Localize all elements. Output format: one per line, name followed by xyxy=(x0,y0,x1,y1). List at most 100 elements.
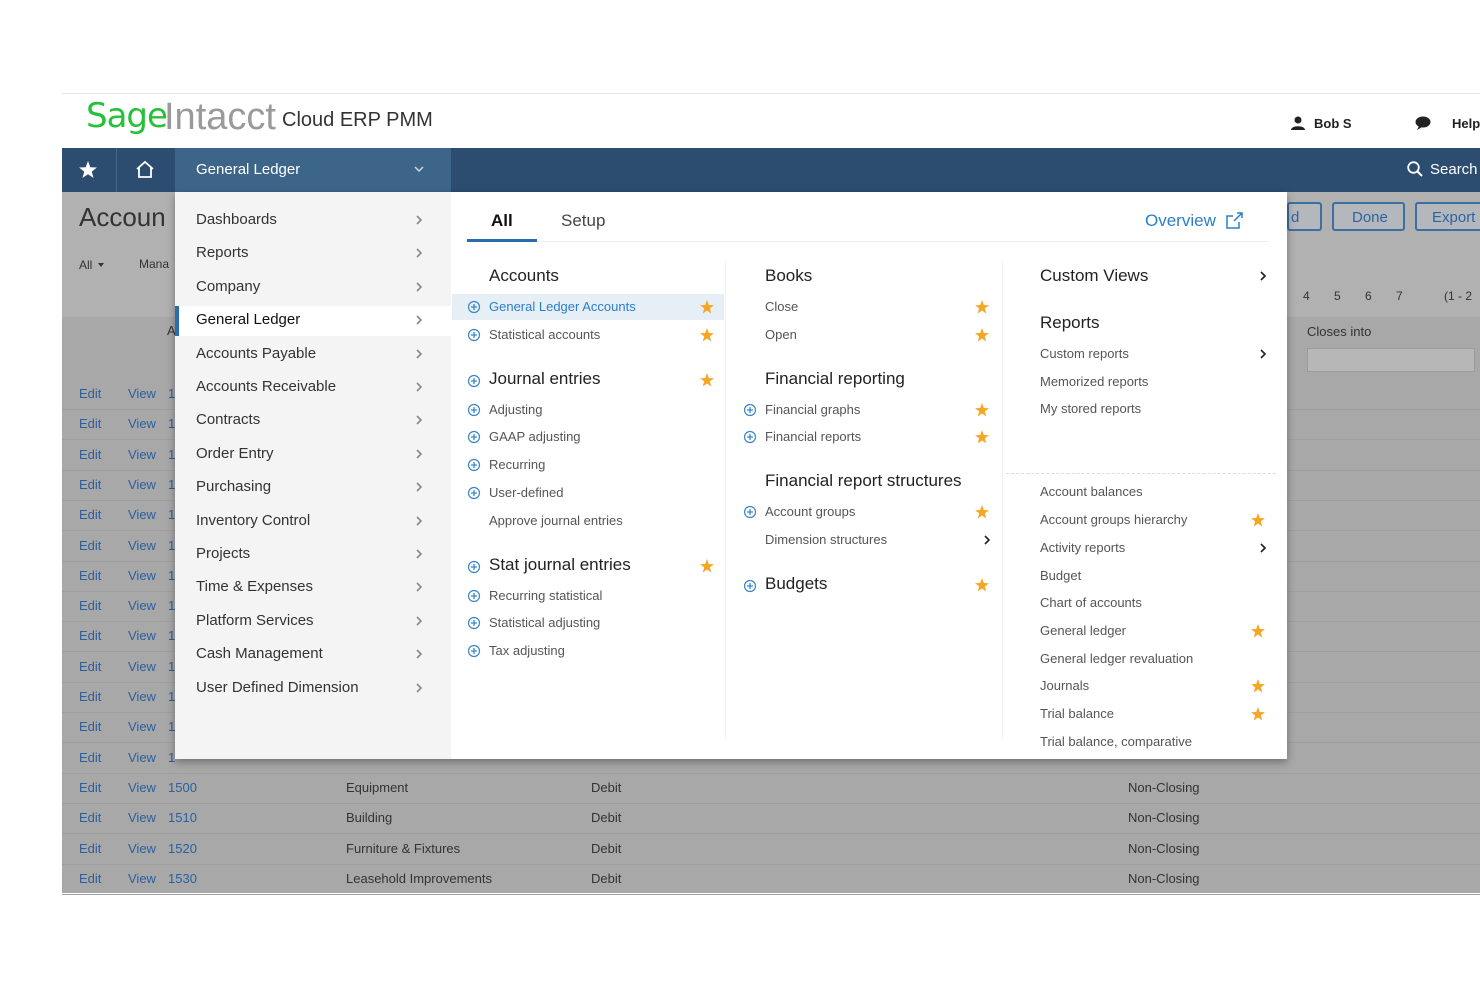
module-selector[interactable] xyxy=(175,148,451,192)
menu-link[interactable]: Account balances xyxy=(1040,484,1143,500)
edit-link[interactable]: Edit xyxy=(79,658,102,674)
account-number[interactable]: 1 xyxy=(168,719,176,735)
menu-item[interactable]: Cash Management xyxy=(196,645,323,663)
view-link[interactable]: View xyxy=(128,840,156,856)
menu-link[interactable]: Open xyxy=(765,326,797,342)
menu-link[interactable]: Activity reports xyxy=(1040,539,1126,555)
help-link[interactable]: Help xyxy=(1452,116,1480,131)
menu-link[interactable]: My stored reports xyxy=(1040,401,1142,417)
view-link[interactable]: View xyxy=(128,598,156,614)
menu-link[interactable]: Trial balance, comparative xyxy=(1040,733,1192,749)
view-link[interactable]: View xyxy=(128,446,156,462)
account-number[interactable]: 1 xyxy=(168,628,176,644)
edit-link[interactable]: Edit xyxy=(79,628,102,644)
view-link[interactable]: View xyxy=(128,810,156,826)
menu-link[interactable]: Approve journal entries xyxy=(489,512,623,528)
action-button[interactable] xyxy=(1415,202,1480,231)
edit-link[interactable]: Edit xyxy=(79,779,102,795)
edit-link[interactable]: Edit xyxy=(79,386,102,401)
menu-link[interactable]: User-defined xyxy=(489,484,564,500)
menu-item[interactable]: Inventory Control xyxy=(196,511,311,529)
section-heading[interactable]: Reports xyxy=(1040,313,1100,332)
edit-link[interactable]: Edit xyxy=(79,689,102,704)
view-link[interactable]: View xyxy=(128,719,156,735)
section-heading[interactable]: Financial report structures xyxy=(765,471,962,491)
page-number[interactable]: 4 xyxy=(1303,289,1310,303)
view-link[interactable]: View xyxy=(128,749,156,765)
account-number[interactable]: 1520 xyxy=(168,840,197,856)
menu-link[interactable]: Budget xyxy=(1040,567,1082,583)
edit-link[interactable]: Edit xyxy=(79,416,102,432)
action-button-label[interactable]: Done xyxy=(1352,209,1388,226)
menu-item[interactable]: Contracts xyxy=(196,411,261,429)
menu-link[interactable]: General ledger xyxy=(1040,622,1126,638)
page-number[interactable]: 6 xyxy=(1365,289,1372,303)
menu-item[interactable]: Reports xyxy=(196,244,249,262)
action-button[interactable] xyxy=(1287,202,1322,231)
menu-link[interactable]: Account groups xyxy=(765,504,856,520)
view-link[interactable]: View xyxy=(128,689,156,704)
menu-item[interactable]: Projects xyxy=(196,545,251,562)
account-number[interactable]: 1 xyxy=(168,598,176,614)
view-link[interactable]: View xyxy=(128,779,156,795)
menu-link[interactable]: Recurring statistical xyxy=(489,587,603,603)
menu-item[interactable]: Purchasing xyxy=(196,478,272,496)
menu-link[interactable]: Custom reports xyxy=(1040,346,1129,361)
view-link[interactable]: View xyxy=(128,628,156,644)
action-button[interactable] xyxy=(1332,202,1405,231)
action-button-label[interactable]: d xyxy=(1291,209,1300,226)
menu-item[interactable]: Time & Expenses xyxy=(196,578,313,596)
view-link[interactable]: View xyxy=(128,476,156,492)
section-heading[interactable]: Custom Views xyxy=(1040,266,1149,285)
menu-item[interactable]: Accounts Receivable xyxy=(196,378,337,395)
account-number[interactable]: 1510 xyxy=(168,810,197,826)
menu-link[interactable]: Adjusting xyxy=(489,401,543,417)
menu-link[interactable]: Memorized reports xyxy=(1040,373,1149,389)
account-number[interactable]: 1 xyxy=(168,689,176,704)
menu-link[interactable]: Dimension structures xyxy=(765,532,888,548)
account-number[interactable]: 1 xyxy=(168,567,176,583)
menu-link[interactable]: Chart of accounts xyxy=(1040,595,1142,611)
menu-item[interactable]: Company xyxy=(196,277,261,295)
account-number[interactable]: 1530 xyxy=(168,870,197,886)
section-heading[interactable]: Journal entries xyxy=(489,368,601,388)
edit-link[interactable]: Edit xyxy=(79,446,102,462)
overview-link[interactable]: Overview xyxy=(1145,211,1216,230)
menu-link[interactable]: Statistical adjusting xyxy=(489,615,601,631)
edit-link[interactable]: Edit xyxy=(79,870,102,886)
account-number[interactable]: 1 xyxy=(168,749,176,765)
account-number[interactable]: 1 xyxy=(168,416,176,432)
menu-link[interactable]: Financial graphs xyxy=(765,401,861,417)
account-number[interactable]: 1500 xyxy=(168,779,197,795)
menu-link[interactable]: Journals xyxy=(1040,678,1090,694)
menu-item[interactable]: User Defined Dimension xyxy=(196,678,359,696)
edit-link[interactable]: Edit xyxy=(79,476,102,492)
edit-link[interactable]: Edit xyxy=(79,537,102,553)
edit-link[interactable]: Edit xyxy=(79,567,102,583)
page-number[interactable]: 5 xyxy=(1334,289,1341,303)
view-link[interactable]: View xyxy=(128,537,156,553)
section-heading[interactable]: Accounts xyxy=(489,266,559,285)
edit-link[interactable]: Edit xyxy=(79,810,102,826)
edit-link[interactable]: Edit xyxy=(79,719,102,735)
menu-item[interactable]: Order Entry xyxy=(196,444,274,462)
account-number[interactable]: 1 xyxy=(168,386,176,401)
action-button-label[interactable]: Export xyxy=(1432,209,1476,226)
view-link[interactable]: View xyxy=(128,416,156,432)
view-link[interactable]: View xyxy=(128,567,156,583)
menu-link[interactable]: Statistical accounts xyxy=(489,326,601,342)
menu-link[interactable]: Account groups hierarchy xyxy=(1040,512,1188,528)
section-heading[interactable]: Budgets xyxy=(765,574,828,594)
menu-tab[interactable]: Setup xyxy=(561,211,606,230)
menu-link[interactable]: Trial balance xyxy=(1040,706,1114,721)
edit-link[interactable]: Edit xyxy=(79,598,102,614)
menu-item[interactable]: Accounts Payable xyxy=(196,344,317,362)
menu-item[interactable]: Dashboards xyxy=(196,211,277,228)
menu-item[interactable]: General Ledger xyxy=(196,311,301,329)
menu-link[interactable]: Recurring xyxy=(489,457,546,473)
view-link[interactable]: View xyxy=(128,658,156,674)
edit-link[interactable]: Edit xyxy=(79,840,102,856)
view-link[interactable]: View xyxy=(128,386,156,401)
account-number[interactable]: 1 xyxy=(168,537,176,553)
menu-link[interactable]: Tax adjusting xyxy=(489,642,565,658)
